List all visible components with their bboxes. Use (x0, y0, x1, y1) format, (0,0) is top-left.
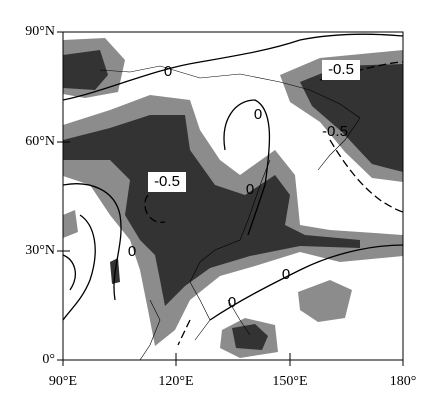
contour-label: -0.5 (328, 61, 354, 78)
contour-label: 0 (128, 243, 136, 260)
contour-label: 0 (228, 294, 236, 311)
lat-label: 60°N (25, 134, 55, 149)
contour-label: 0 (254, 106, 262, 123)
lat-label: 30°N (25, 243, 55, 258)
contour-label: 0 (282, 266, 290, 283)
lon-label: 120°E (158, 374, 193, 389)
lat-label: 90°N (25, 24, 55, 39)
lon-label: 150°E (272, 374, 307, 389)
lon-label: 90°E (49, 374, 77, 389)
contour-label: -0.5 (154, 173, 180, 190)
contour-label: 0 (164, 63, 172, 80)
lat-label: 0° (42, 352, 55, 367)
map-field (63, 32, 403, 360)
lon-label: 180° (390, 374, 417, 389)
tick-marks (57, 31, 404, 366)
map-frame (62, 31, 404, 361)
contour-label: -0.5 (322, 123, 348, 140)
contour-label: 0 (246, 181, 254, 198)
